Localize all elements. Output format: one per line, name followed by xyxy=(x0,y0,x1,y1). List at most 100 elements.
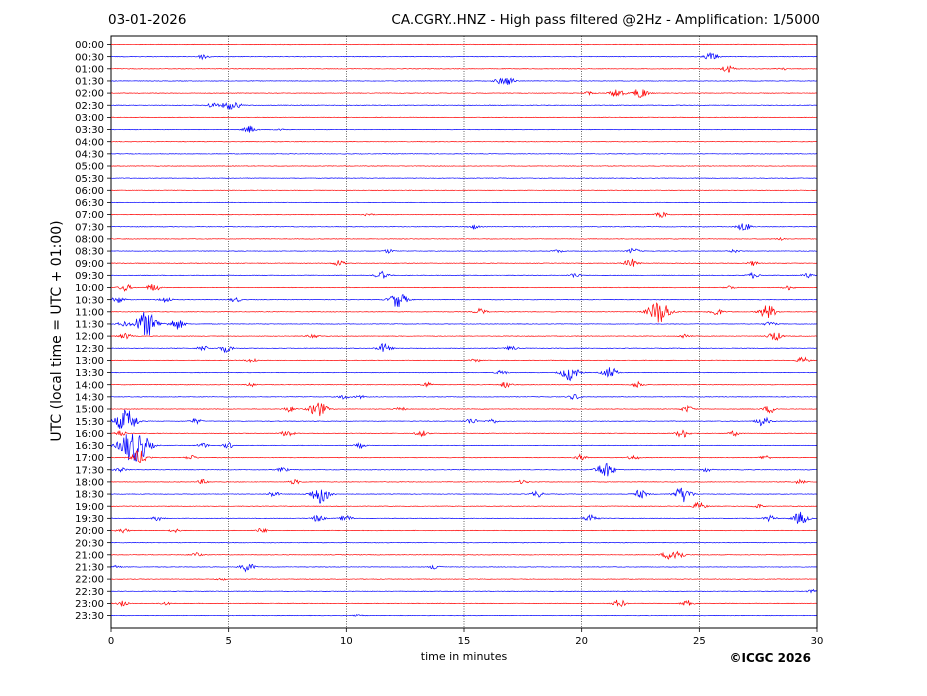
trace-line xyxy=(111,283,817,292)
x-tick-label: 20 xyxy=(575,636,588,647)
trace-line xyxy=(110,462,817,477)
trace-line xyxy=(110,429,817,438)
chart-title: CA.CGRY..HNZ - High pass filtered @2Hz -… xyxy=(391,12,820,28)
copyright-notice: ©ICGC 2026 xyxy=(729,651,811,665)
y-tick-label: 22:00 xyxy=(75,575,104,586)
y-tick-label: 03:30 xyxy=(75,125,104,136)
trace-line xyxy=(110,89,817,98)
trace-line xyxy=(110,380,817,389)
trace-line xyxy=(110,101,817,110)
x-tick-label: 5 xyxy=(225,636,231,647)
trace-line xyxy=(110,65,817,73)
y-tick-label: 05:00 xyxy=(75,162,104,173)
y-tick-label: 09:30 xyxy=(75,271,104,282)
trace-line xyxy=(110,434,817,462)
y-tick-label: 21:30 xyxy=(75,563,104,574)
y-tick-label: 00:30 xyxy=(75,52,104,63)
trace-line xyxy=(110,511,817,524)
trace-line xyxy=(111,116,817,119)
trace-line xyxy=(110,247,817,254)
trace-line xyxy=(110,189,817,191)
y-tick-label: 07:00 xyxy=(75,210,104,221)
y-tick-label: 23:00 xyxy=(75,599,104,610)
trace-line xyxy=(110,43,817,46)
trace-line xyxy=(110,236,817,241)
trace-line xyxy=(110,402,817,417)
y-tick-label: 17:00 xyxy=(75,453,104,464)
y-tick-label: 09:00 xyxy=(75,259,104,270)
x-tick-label: 0 xyxy=(108,636,114,647)
y-tick-label: 17:30 xyxy=(75,465,104,476)
trace-line xyxy=(110,293,817,307)
y-tick-label: 13:00 xyxy=(75,356,104,367)
y-tick-label: 23:30 xyxy=(75,611,104,622)
y-tick-label: 02:00 xyxy=(75,89,104,100)
trace-line xyxy=(110,563,817,573)
y-tick-label: 10:00 xyxy=(75,283,104,294)
x-tick-label: 15 xyxy=(458,636,471,647)
y-tick-label: 20:30 xyxy=(75,538,104,549)
y-tick-label: 10:30 xyxy=(75,295,104,306)
trace-line xyxy=(110,270,817,279)
trace-line xyxy=(110,141,817,143)
y-tick-label: 11:00 xyxy=(75,307,104,318)
trace-line xyxy=(110,223,817,231)
trace-line xyxy=(110,153,817,155)
y-tick-label: 02:30 xyxy=(75,101,104,112)
trace-line xyxy=(111,201,817,204)
x-tick-label: 10 xyxy=(340,636,353,647)
y-tick-label: 14:00 xyxy=(75,380,104,391)
y-tick-label: 16:30 xyxy=(75,441,104,452)
chart-date: 03-01-2026 xyxy=(108,12,187,28)
y-tick-label: 15:00 xyxy=(75,405,104,416)
y-tick-label: 03:00 xyxy=(75,113,104,124)
y-tick-label: 00:00 xyxy=(75,40,104,51)
y-tick-label: 21:00 xyxy=(75,550,104,561)
y-tick-label: 12:00 xyxy=(75,332,104,343)
trace-line xyxy=(110,211,817,218)
trace-line xyxy=(110,394,817,400)
y-tick-label: 11:30 xyxy=(75,320,104,331)
trace-line xyxy=(110,577,817,581)
trace-line xyxy=(110,367,817,382)
y-tick-label: 07:30 xyxy=(75,222,104,233)
y-tick-label: 06:30 xyxy=(75,198,104,209)
y-tick-label: 16:00 xyxy=(75,429,104,440)
y-tick-label: 04:00 xyxy=(75,137,104,148)
y-tick-label: 13:30 xyxy=(75,368,104,379)
trace-line xyxy=(110,487,817,504)
trace-line xyxy=(110,343,817,354)
y-tick-label: 06:00 xyxy=(75,186,104,197)
trace-line xyxy=(110,258,817,267)
trace-line xyxy=(110,52,817,61)
y-tick-label: 19:00 xyxy=(75,502,104,513)
trace-line xyxy=(110,302,817,323)
trace-line xyxy=(110,177,817,179)
y-tick-label: 12:30 xyxy=(75,344,104,355)
y-tick-label: 08:00 xyxy=(75,235,104,246)
trace-line xyxy=(110,125,817,133)
y-tick-label: 01:30 xyxy=(75,77,104,88)
y-tick-label: 20:00 xyxy=(75,526,104,537)
y-tick-label: 14:30 xyxy=(75,392,104,403)
trace-line xyxy=(110,550,817,560)
y-tick-label: 22:30 xyxy=(75,587,104,598)
y-tick-label: 08:30 xyxy=(75,247,104,258)
trace-line xyxy=(110,501,817,509)
trace-line xyxy=(110,450,817,463)
trace-line xyxy=(110,77,817,85)
y-tick-label: 15:30 xyxy=(75,417,104,428)
trace-line xyxy=(110,312,817,336)
trace-line xyxy=(110,588,817,594)
trace-line xyxy=(110,478,817,485)
trace-line xyxy=(110,599,817,608)
y-tick-label: 05:30 xyxy=(75,174,104,185)
trace-line xyxy=(110,409,817,429)
y-tick-label: 19:30 xyxy=(75,514,104,525)
trace-line xyxy=(110,356,817,364)
trace-line xyxy=(110,614,817,617)
trace-line xyxy=(110,165,817,167)
y-tick-label: 18:30 xyxy=(75,490,104,501)
y-axis-label: UTC (local time = UTC + 01:00) xyxy=(49,220,65,442)
